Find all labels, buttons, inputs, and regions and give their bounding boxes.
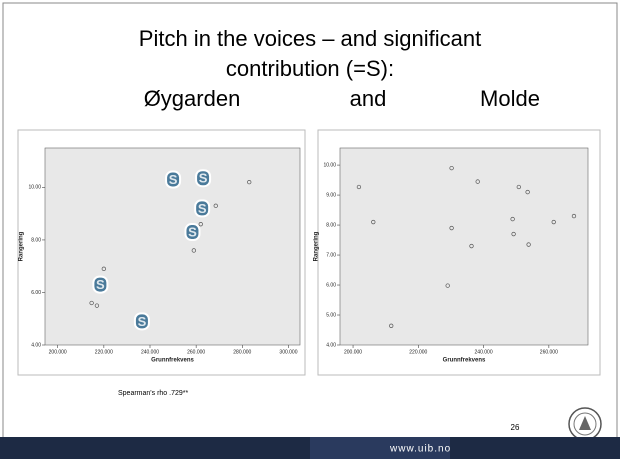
y-tick-label: 4.00 (31, 342, 41, 348)
page-number: 26 (511, 423, 520, 432)
point (475, 179, 480, 184)
point (191, 248, 196, 253)
x-axis-label: Grunnfrekvens (443, 358, 486, 364)
point (445, 283, 450, 288)
point (449, 225, 454, 231)
y-tick-label: 10.00 (28, 185, 41, 191)
title-line: contribution (=S): (226, 56, 394, 81)
point (89, 300, 94, 306)
y-tick-label: 7.00 (326, 252, 336, 258)
x-tick-label: 300.000 (279, 349, 297, 355)
point (516, 184, 521, 190)
y-tick-label: 6.00 (31, 290, 41, 296)
marker-label: S (188, 224, 197, 239)
subtitle: Molde (480, 86, 540, 111)
note: Spearman's rho .729** (118, 390, 188, 397)
point (525, 189, 530, 195)
y-tick-label: 6.00 (326, 282, 336, 288)
significant-marker (165, 170, 182, 189)
significant-marker (195, 169, 212, 188)
y-axis-label: Rangering (19, 231, 25, 261)
marker-label: S (199, 171, 208, 186)
subtitle: Øygarden (144, 86, 241, 111)
title-line: Pitch in the voices – and significant (139, 26, 481, 51)
significant-marker (92, 275, 109, 294)
point (526, 242, 531, 247)
plot-area (339, 147, 589, 346)
y-tick-label: 5.00 (326, 312, 336, 318)
point (469, 243, 474, 249)
x-tick-label: 200.000 (49, 349, 67, 355)
y-tick-label: 4.00 (326, 342, 336, 348)
footer-url: www.uib.no (389, 444, 451, 455)
point (198, 222, 203, 227)
footer-tab (310, 437, 450, 459)
marker-label: S (138, 314, 147, 329)
point (247, 179, 252, 185)
point (510, 216, 515, 222)
significant-marker (133, 312, 150, 331)
marker-label: S (198, 201, 207, 216)
point (551, 219, 556, 225)
y-tick-label: 8.00 (326, 222, 336, 228)
x-tick-label: 260.000 (187, 349, 205, 355)
logo (568, 407, 602, 441)
point (571, 213, 577, 219)
y-tick-label: 9.00 (326, 192, 336, 198)
point (449, 165, 454, 171)
point (511, 231, 516, 237)
x-tick-label: 280.000 (233, 349, 251, 355)
point (101, 266, 106, 271)
y-tick-label: 10.00 (323, 162, 336, 168)
point (371, 219, 376, 225)
x-tick-label: 240.000 (141, 349, 159, 355)
y-tick-label: 8.00 (31, 237, 41, 243)
x-tick-label: 240.000 (475, 349, 493, 355)
x-tick-label: 260.000 (540, 349, 558, 355)
significant-marker (184, 223, 201, 242)
x-tick-label: 220.000 (95, 349, 113, 355)
y-axis-label: Rangering (314, 231, 320, 261)
marker-label: S (169, 172, 178, 187)
x-tick-label: 220.000 (409, 349, 427, 355)
marker-label: S (96, 277, 105, 292)
x-tick-label: 200.000 (344, 349, 362, 355)
subtitle: and (350, 86, 387, 111)
point (356, 184, 362, 190)
x-axis-label: Grunnfrekvens (151, 358, 194, 364)
point (213, 203, 218, 208)
significant-marker (194, 199, 211, 218)
point (94, 303, 100, 308)
point (389, 323, 394, 328)
